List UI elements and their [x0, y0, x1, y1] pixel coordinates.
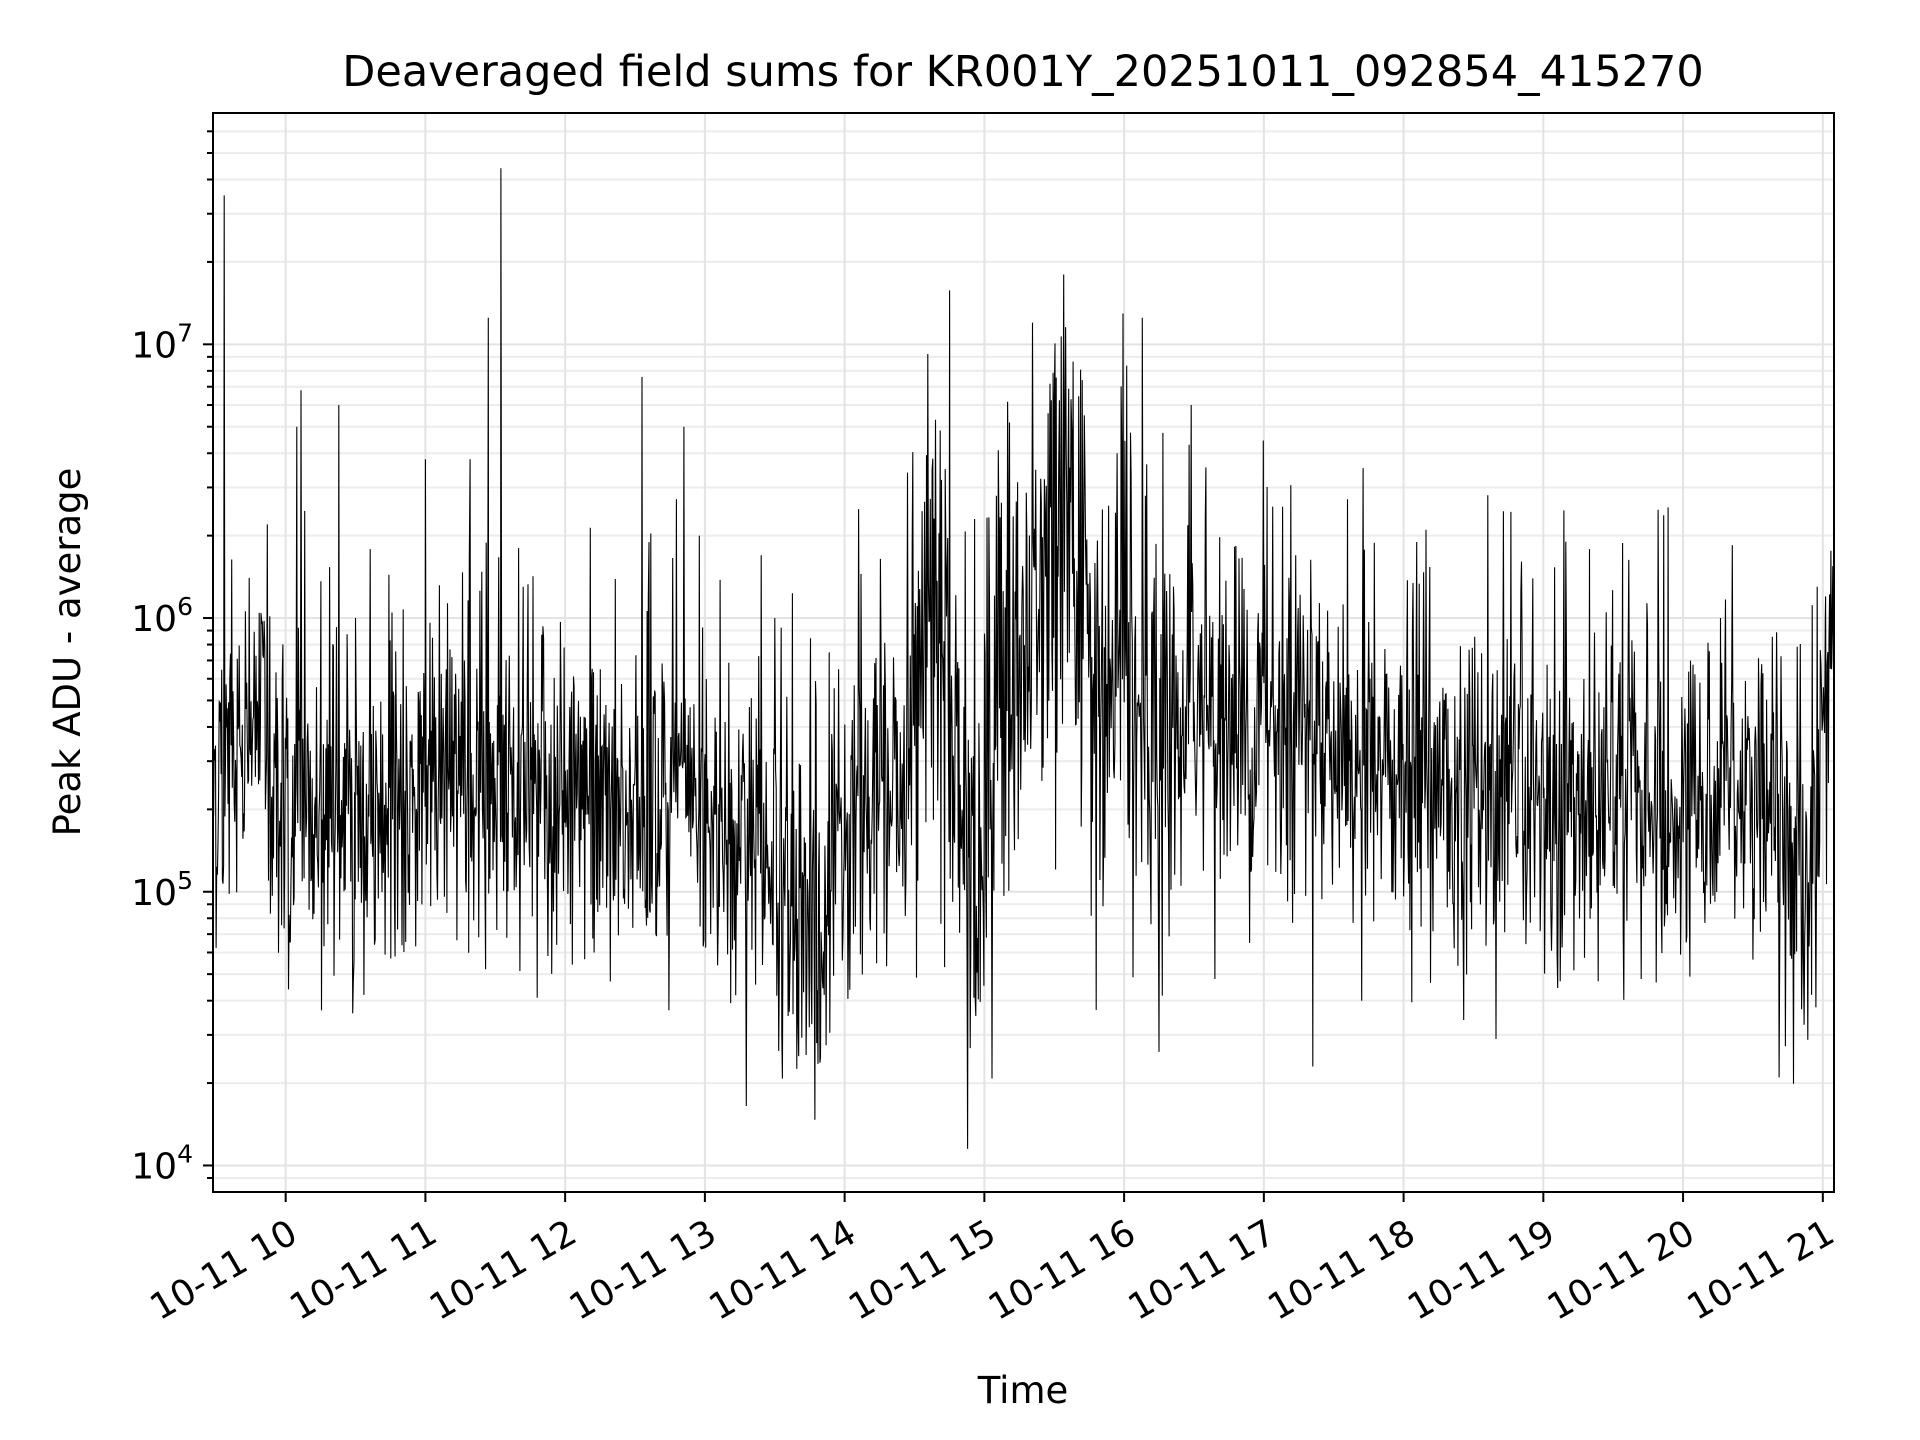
ticks — [203, 130, 1824, 1202]
y-tick-labels: 104 105 106 107 — [131, 318, 193, 1187]
y-tick-label: 104 — [131, 1139, 193, 1187]
x-axis-label: Time — [977, 1369, 1069, 1412]
y-axis-label: Peak ADU - average — [46, 468, 89, 837]
plot-frame — [212, 112, 1835, 1193]
y-tick-label: 106 — [131, 592, 193, 640]
series-layer — [213, 168, 1834, 1149]
series-line — [213, 168, 1834, 1149]
chart-title: Deaveraged field sums for KR001Y_2025101… — [342, 47, 1704, 97]
y-tick-label: 107 — [131, 318, 193, 366]
y-tick-label: 105 — [131, 866, 193, 914]
